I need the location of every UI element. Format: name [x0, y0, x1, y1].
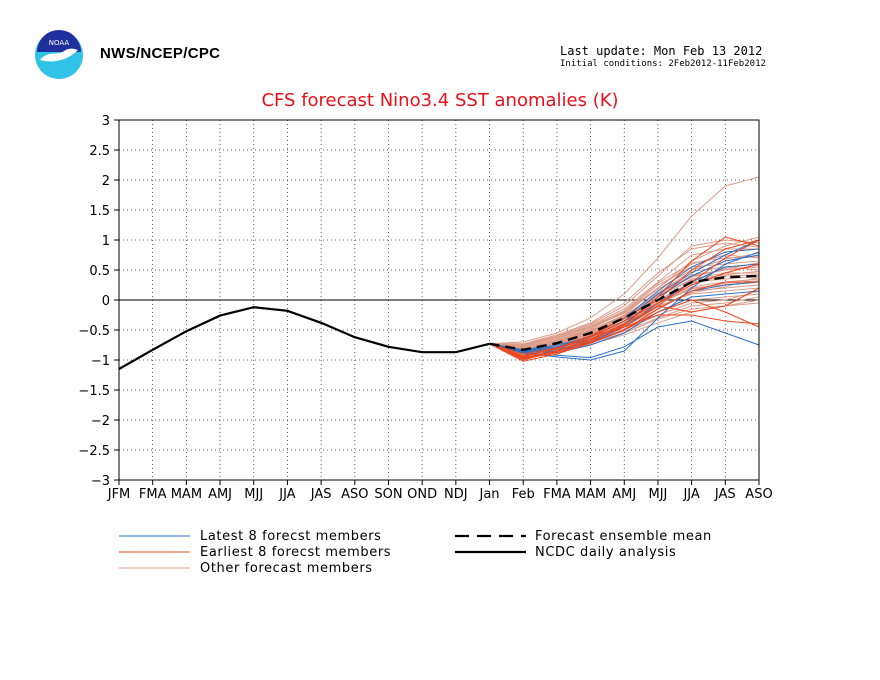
- logo-lettering: NOAA: [49, 39, 70, 47]
- x-tick-label: AMJ: [612, 487, 636, 502]
- x-tick-label: JAS: [310, 487, 332, 502]
- y-tick-label: −2.5: [78, 444, 110, 459]
- other-member-line: [489, 274, 760, 350]
- earliest-member-line: [489, 287, 760, 359]
- x-tick-label: MAM: [171, 487, 202, 502]
- other-member-line: [489, 252, 760, 347]
- y-tick-label: −0.5: [78, 324, 110, 339]
- other-member-line: [489, 236, 760, 345]
- x-tick-label: JAS: [714, 487, 736, 502]
- y-tick-label: −1.5: [78, 384, 110, 399]
- y-tick-label: 3: [102, 114, 110, 129]
- main-series: [118, 274, 760, 370]
- x-tick-label: ASO: [745, 487, 772, 502]
- x-tick-label: SON: [374, 487, 402, 502]
- earliest-member-line: [489, 239, 760, 355]
- x-tick-label: JJA: [682, 487, 699, 502]
- y-tick-label: 2: [102, 174, 110, 189]
- y-tick-label: 1: [102, 234, 110, 249]
- logo-dark-top: [37, 30, 81, 52]
- legend-label-other: Other forecast members: [200, 561, 373, 576]
- other-member-line: [489, 256, 760, 347]
- x-tick-label: NDJ: [444, 487, 468, 502]
- x-tick-label: AMJ: [208, 487, 232, 502]
- x-tick-label: MJJ: [244, 487, 263, 502]
- last-update: Last update: Mon Feb 13 2012: [560, 44, 763, 58]
- y-tick-label: 0: [102, 294, 110, 309]
- x-tick-label: MAM: [575, 487, 606, 502]
- x-tick-label: Jan: [479, 487, 500, 502]
- noaa-logo: NOAA: [35, 30, 83, 79]
- earliest-member-line: [489, 281, 759, 362]
- legend-label-mean: Forecast ensemble mean: [535, 529, 712, 544]
- y-tick-label: −1: [91, 354, 110, 369]
- y-tick-label: −2: [91, 414, 110, 429]
- forecast-members: [489, 176, 760, 362]
- agency-name: NWS/NCEP/CPC: [100, 45, 221, 62]
- x-axis-ticks: JFM FMA MAM AMJ MJJ JJA JAS ASO SON OND NDJ Jan Feb F…: [107, 480, 773, 502]
- initial-conditions: Initial conditions: 2Feb2012-11Feb2012: [560, 59, 766, 69]
- y-tick-label: 1.5: [89, 204, 110, 219]
- x-tick-label: MJJ: [649, 487, 668, 502]
- chart-title: CFS forecast Nino3.4 SST anomalies (K): [261, 90, 619, 111]
- x-tick-label: ASO: [341, 487, 368, 502]
- x-tick-label: OND: [407, 487, 437, 502]
- y-axis-ticks: 3 2.5 2 1.5 1 0.5 0 −0.5 −1 −1.5 −2 −2.5 −3: [78, 114, 119, 489]
- earliest-member-line: [489, 236, 760, 359]
- earliest-member-line: [489, 263, 760, 357]
- y-tick-label: −3: [91, 474, 110, 489]
- y-tick-label: 2.5: [89, 144, 110, 159]
- x-tick-label: JFM: [107, 487, 131, 502]
- x-tick-label: JJA: [278, 487, 295, 502]
- analysis-line: [118, 306, 490, 370]
- legend-label-latest: Latest 8 forecst members: [200, 529, 382, 544]
- legend-label-analysis: NCDC daily analysis: [535, 545, 676, 560]
- logo-bird: [40, 48, 78, 62]
- x-tick-label: FMA: [543, 487, 571, 502]
- y-tick-label: 0.5: [89, 264, 110, 279]
- x-tick-label: FMA: [139, 487, 167, 502]
- other-member-line: [489, 176, 760, 345]
- x-tick-label: Feb: [512, 487, 535, 502]
- legend-label-earliest: Earliest 8 forecst members: [200, 545, 391, 560]
